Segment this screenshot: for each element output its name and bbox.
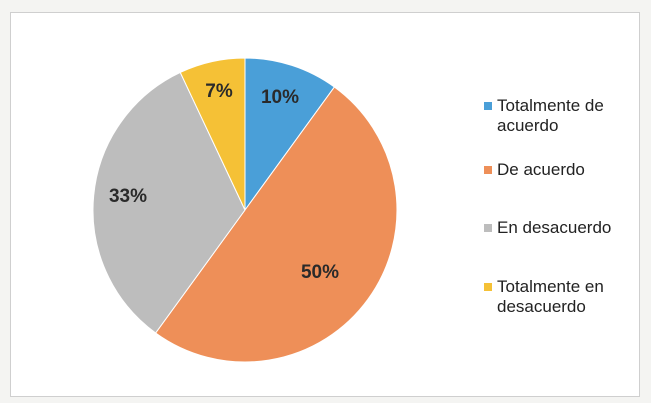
- pie-slice-totalmente-en-desacuerdo: [179, 57, 246, 211]
- legend-label-totalmente-en-desacuerdo: Totalmente en desacuerdo: [497, 277, 604, 316]
- legend-swatch-de-acuerdo: [484, 166, 492, 174]
- legend-label-de-acuerdo: De acuerdo: [497, 160, 585, 179]
- legend-swatch-totalmente-de-acuerdo: [484, 102, 492, 110]
- data-label-en-desacuerdo: 33%: [109, 186, 147, 207]
- legend-swatch-en-desacuerdo: [484, 224, 492, 232]
- legend-item-de-acuerdo: De acuerdo: [484, 160, 585, 180]
- legend-swatch-totalmente-en-desacuerdo: [484, 283, 492, 291]
- legend-label-en-desacuerdo: En desacuerdo: [497, 218, 612, 237]
- legend-item-totalmente-en-desacuerdo: Totalmente en desacuerdo: [484, 277, 604, 317]
- pie-slice-en-desacuerdo: [92, 71, 246, 334]
- data-label-de-acuerdo: 50%: [301, 262, 339, 283]
- legend-label-totalmente-de-acuerdo: Totalmente de acuerdo: [497, 96, 604, 135]
- pie-slice-totalmente-de-acuerdo: [244, 57, 336, 212]
- legend-item-totalmente-de-acuerdo: Totalmente de acuerdo: [484, 96, 604, 136]
- data-label-totalmente-en-desacuerdo: 7%: [205, 81, 233, 102]
- pie-slice-de-acuerdo: [154, 86, 398, 363]
- legend-item-en-desacuerdo: En desacuerdo: [484, 218, 611, 238]
- data-label-totalmente-de-acuerdo: 10%: [261, 87, 299, 108]
